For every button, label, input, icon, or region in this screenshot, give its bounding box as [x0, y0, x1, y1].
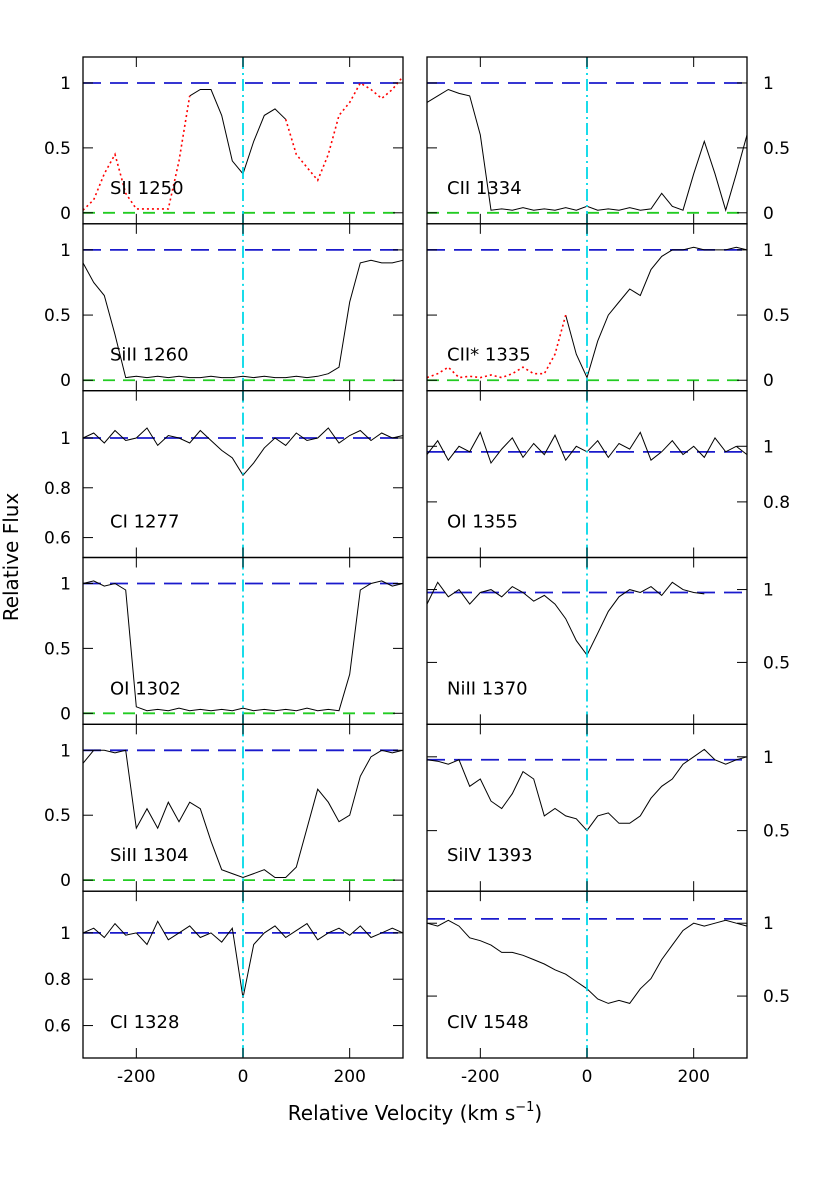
- y-tick-label: 0: [763, 371, 774, 391]
- x-tick-label: 0: [238, 1067, 249, 1087]
- panel-label: SII 1250: [110, 178, 184, 199]
- y-tick-label: 0.8: [44, 479, 71, 499]
- spectrum-line: [426, 581, 705, 657]
- spectrum-line: [426, 314, 567, 379]
- y-tick-label: 1: [60, 74, 71, 94]
- y-tick-label: 1: [60, 241, 71, 261]
- y-tick-label: 1: [763, 914, 774, 934]
- x-axis-label: Relative Velocity (km s−1): [288, 1100, 542, 1125]
- y-tick-label: 1: [763, 437, 774, 457]
- spectrum-line: [82, 427, 404, 477]
- y-axis-label: Relative Flux: [0, 493, 23, 622]
- y-tick-label: 1: [763, 241, 774, 261]
- panel-label: SiIV 1393: [447, 845, 533, 866]
- panel-label: SiII 1304: [110, 845, 189, 866]
- panel-label: OI 1302: [110, 678, 181, 699]
- y-tick-label: 0.6: [44, 1017, 71, 1037]
- spectrum-line: [82, 749, 404, 879]
- y-tick-label: 0: [60, 204, 71, 224]
- x-axis-label-sup: −1: [515, 1100, 534, 1115]
- y-tick-label: 1: [763, 74, 774, 94]
- spectrum-line: [82, 920, 404, 998]
- y-tick-label: 0.5: [763, 306, 790, 326]
- y-tick-label: 1: [60, 924, 71, 944]
- y-tick-label: 0.5: [763, 987, 790, 1007]
- y-tick-label: 0: [60, 371, 71, 391]
- y-tick-label: 0.5: [763, 822, 790, 842]
- y-tick-label: 1: [763, 748, 774, 768]
- y-tick-label: 0.5: [763, 653, 790, 673]
- panel-label: CI 1277: [110, 512, 179, 533]
- panel-label: CI 1328: [110, 1012, 179, 1033]
- x-tick-label: 200: [333, 1067, 365, 1087]
- y-tick-label: 0: [763, 204, 774, 224]
- x-tick-label: 0: [582, 1067, 593, 1087]
- y-tick-label: 0.5: [44, 639, 71, 659]
- y-tick-label: 0: [60, 704, 71, 724]
- y-tick-label: 1: [60, 574, 71, 594]
- y-tick-label: 0.5: [44, 806, 71, 826]
- y-tick-label: 0.5: [44, 306, 71, 326]
- y-tick-label: 0.5: [763, 139, 790, 159]
- panel-label: NiII 1370: [447, 678, 528, 699]
- y-tick-label: 0.8: [44, 970, 71, 990]
- spectrum-line: [189, 89, 287, 175]
- y-tick-label: 1: [763, 581, 774, 601]
- y-tick-label: 0.5: [44, 139, 71, 159]
- x-tick-label: -200: [461, 1067, 500, 1087]
- panel-label: CIV 1548: [447, 1012, 529, 1033]
- panel-label: CII* 1335: [447, 345, 531, 366]
- panel-label: CII 1334: [447, 178, 522, 199]
- y-tick-label: 0.6: [44, 529, 71, 549]
- spectrum-line: [82, 580, 404, 712]
- x-axis-label-end: ): [534, 1101, 542, 1125]
- y-tick-label: 1: [60, 741, 71, 761]
- y-tick-label: 0.8: [763, 493, 790, 513]
- spectrum-line: [426, 748, 748, 832]
- panel-label: SiII 1260: [110, 345, 189, 366]
- y-tick-label: 0: [60, 871, 71, 891]
- spectrum-line: [82, 75, 404, 211]
- y-tick-label: 1: [60, 429, 71, 449]
- spectrum-line: [565, 246, 748, 380]
- panel-label: OI 1355: [447, 512, 518, 533]
- x-axis-label-main: Relative Velocity (km s: [288, 1101, 515, 1125]
- x-tick-label: -200: [117, 1067, 156, 1087]
- x-tick-label: 200: [677, 1067, 709, 1087]
- spectrum-line: [82, 259, 404, 379]
